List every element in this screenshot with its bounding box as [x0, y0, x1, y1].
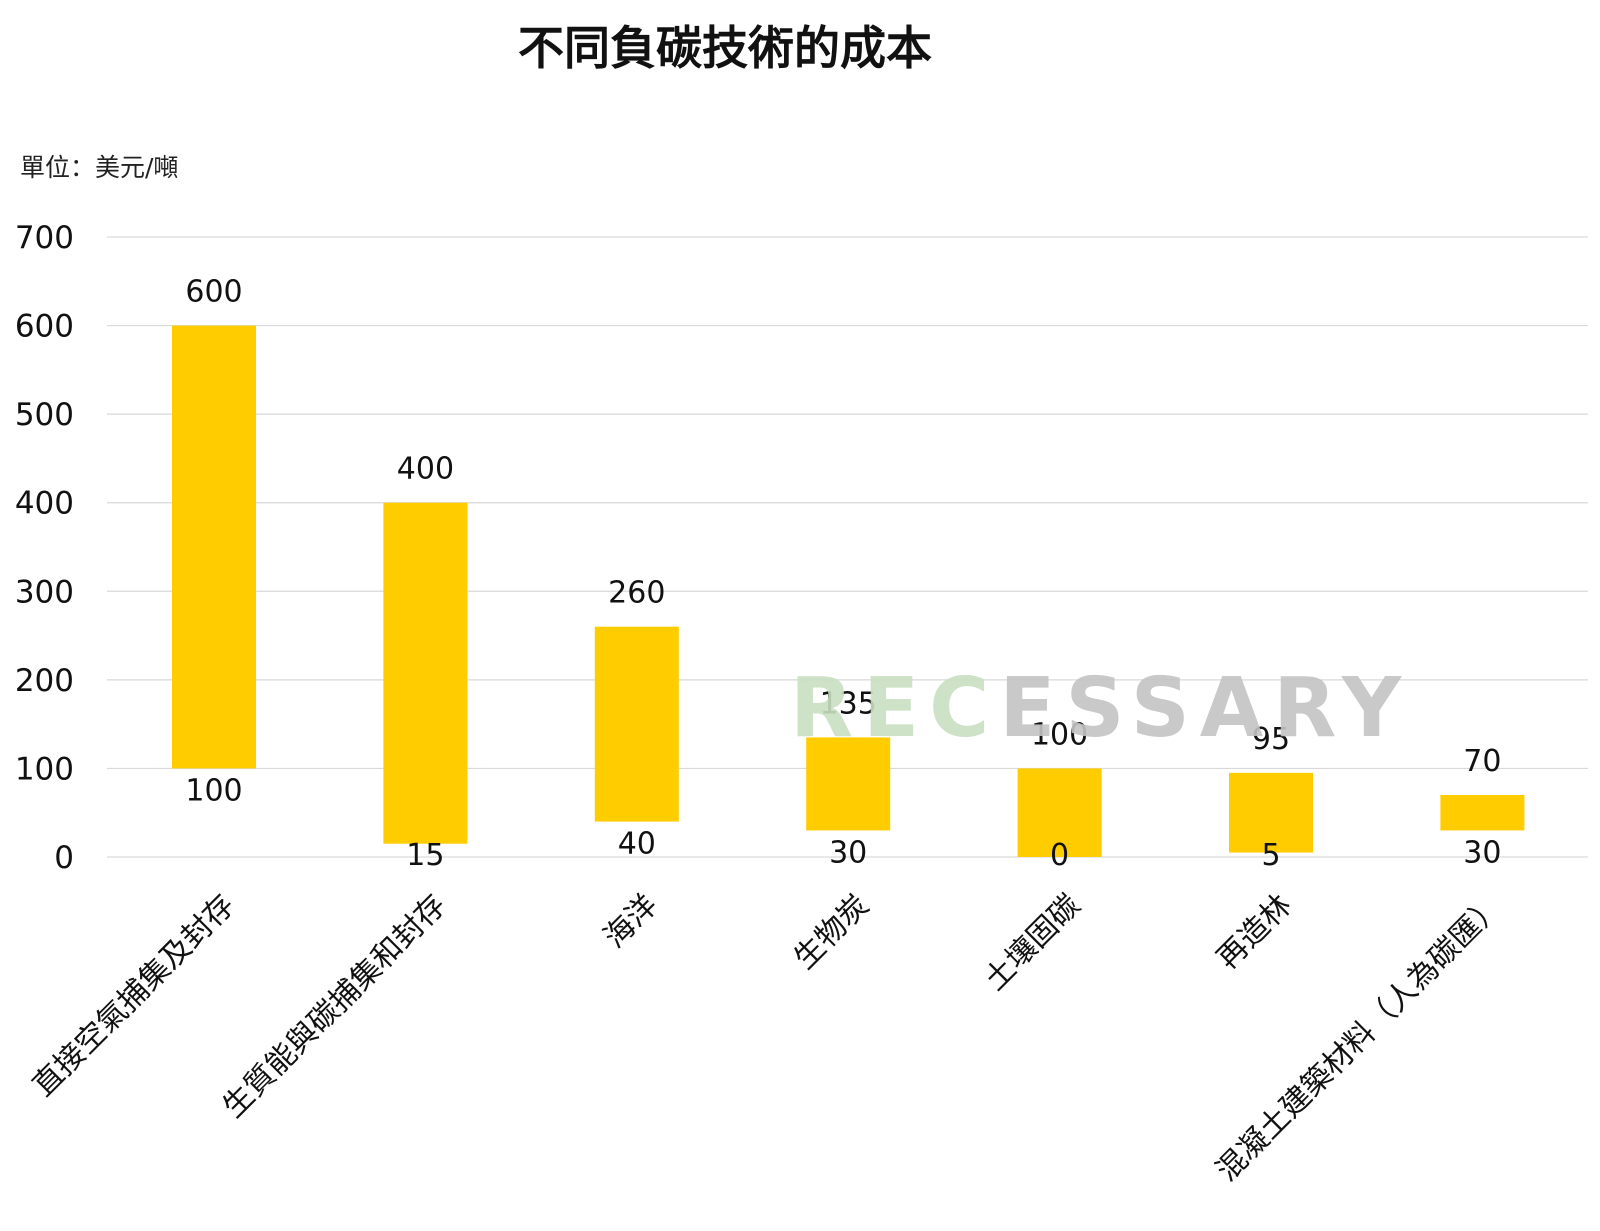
- x-category-label: 海洋: [597, 888, 664, 955]
- low-value-label: 100: [185, 773, 242, 808]
- y-tick-label: 500: [15, 397, 74, 433]
- low-value-label: 5: [1261, 838, 1280, 873]
- bar-range: [1017, 768, 1102, 857]
- x-category-label: 土壤固碳: [978, 888, 1088, 998]
- low-value-label: 30: [1463, 835, 1501, 870]
- y-tick-label: 100: [15, 751, 74, 787]
- chart-title: 不同負碳技術的成本: [518, 21, 932, 75]
- x-category-label: 生質能與碳捕集和封存: [216, 888, 453, 1125]
- bar-range: [594, 626, 679, 822]
- low-value-label: 0: [1050, 838, 1069, 873]
- high-value-label: 70: [1463, 744, 1501, 779]
- watermark-logo: RECESSARY: [790, 661, 1411, 756]
- y-axis-ticks: 0 100 200 300 400 500 600 700: [15, 220, 74, 876]
- high-value-label: 100: [1031, 717, 1088, 752]
- y-tick-label: 0: [54, 840, 74, 876]
- x-category-label: 再造林: [1210, 888, 1298, 976]
- high-value-label: 400: [397, 452, 454, 487]
- gridlines: [107, 236, 1588, 858]
- x-category-label: 生物炭: [787, 888, 875, 976]
- bars: [172, 325, 1525, 857]
- unit-label: 單位：美元/噸: [20, 153, 178, 182]
- data-labels: 600 100 400 15 260 40 135 30 100 0 95 5 70 30: [185, 275, 1501, 873]
- bar-range: [172, 325, 256, 769]
- high-value-label: 260: [608, 576, 665, 611]
- low-value-label: 15: [406, 838, 444, 873]
- x-category-label: 直接空氣捕集及封存: [26, 888, 242, 1104]
- low-value-label: 30: [829, 835, 867, 870]
- watermark-prefix: REC: [790, 661, 999, 756]
- watermark-suffix: ESSARY: [999, 661, 1411, 756]
- bar-range: [1229, 772, 1313, 853]
- high-value-label: 135: [820, 686, 877, 721]
- y-tick-label: 600: [15, 309, 74, 345]
- high-value-label: 600: [185, 275, 242, 310]
- bar-range: [806, 737, 891, 831]
- high-value-label: 95: [1252, 722, 1290, 757]
- bar-range: [383, 502, 468, 844]
- low-value-label: 40: [618, 827, 656, 862]
- y-tick-label: 300: [15, 574, 74, 610]
- y-tick-label: 700: [15, 220, 74, 256]
- bar-range: [1440, 795, 1525, 831]
- y-tick-label: 400: [15, 486, 74, 522]
- y-tick-label: 200: [15, 663, 74, 699]
